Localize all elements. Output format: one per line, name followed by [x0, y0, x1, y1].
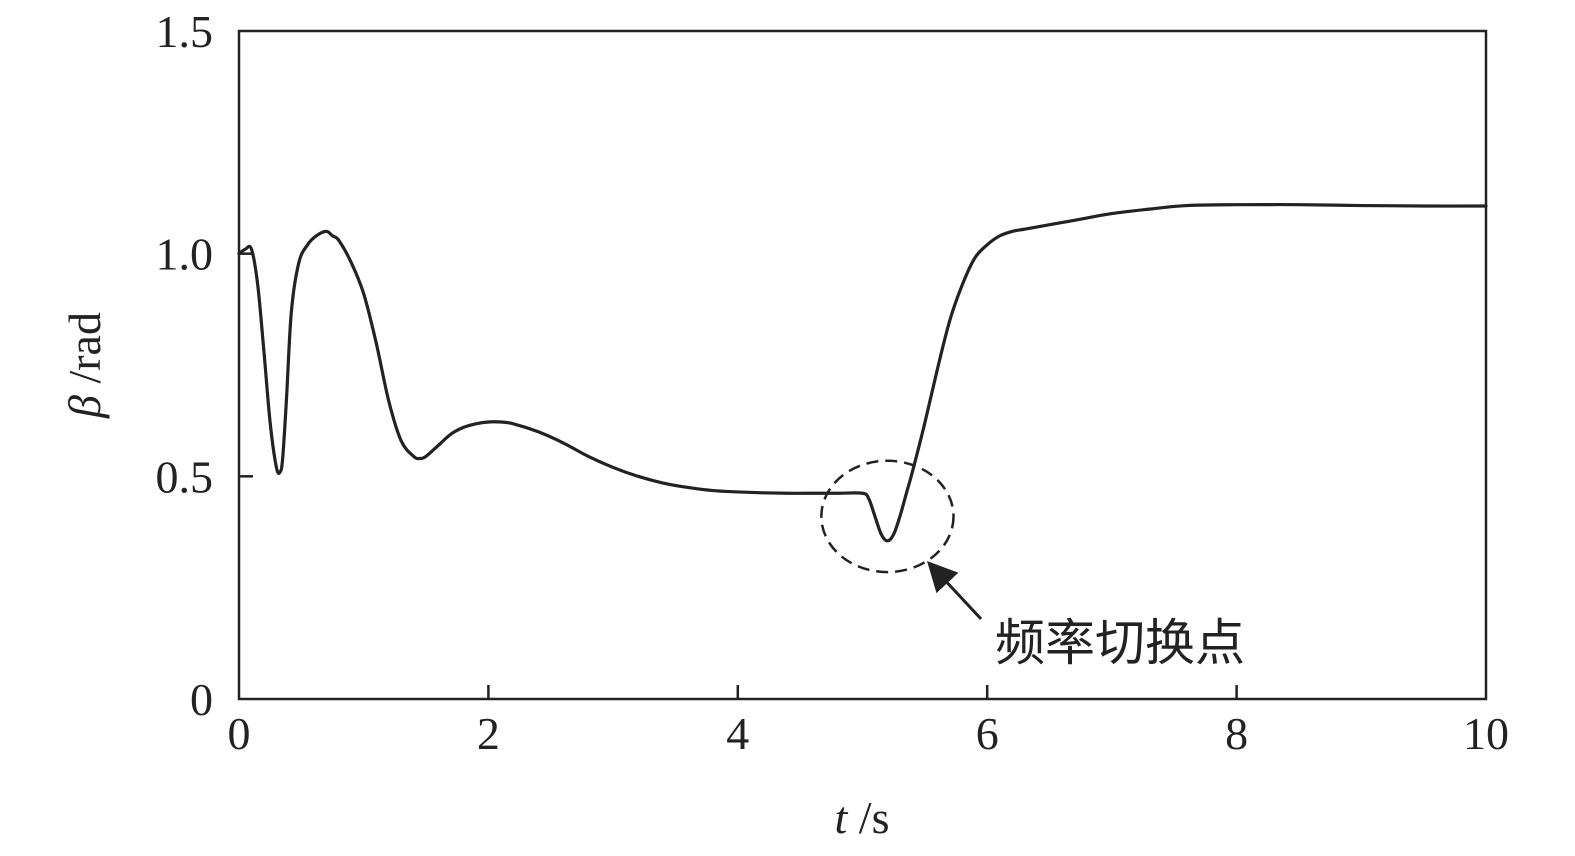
x-axis-label: t /s: [835, 792, 890, 843]
annotation-arrow: [926, 561, 983, 620]
x-tick-label: 8: [1225, 708, 1248, 759]
x-tick-label: 2: [477, 708, 500, 759]
x-tick-label: 4: [726, 708, 749, 759]
y-axis: 0 0.5 1.0 1.5: [156, 6, 253, 725]
y-tick-label: 0: [190, 674, 213, 725]
y-tick-label: 1.0: [156, 229, 214, 280]
x-axis-label-var: t: [835, 792, 849, 843]
y-axis-label: β /rad: [59, 312, 110, 419]
y-tick-label: 0.5: [156, 451, 214, 502]
series-line-beta: [237, 202, 1488, 543]
x-tick-label: 6: [976, 708, 999, 759]
y-axis-label-var: β: [59, 395, 110, 419]
annotation-circle: [820, 459, 955, 574]
y-tick-label: 1.5: [156, 6, 214, 57]
x-tick-label: 0: [228, 708, 251, 759]
x-axis-label-unit: /s: [847, 792, 889, 843]
plot-frame: [237, 29, 1488, 701]
x-tick-label: 10: [1463, 708, 1509, 759]
x-axis: 0 2 4 6 8 10: [228, 685, 1509, 759]
y-axis-label-unit: /rad: [59, 312, 110, 395]
annotation-label: 频率切换点: [995, 614, 1245, 672]
